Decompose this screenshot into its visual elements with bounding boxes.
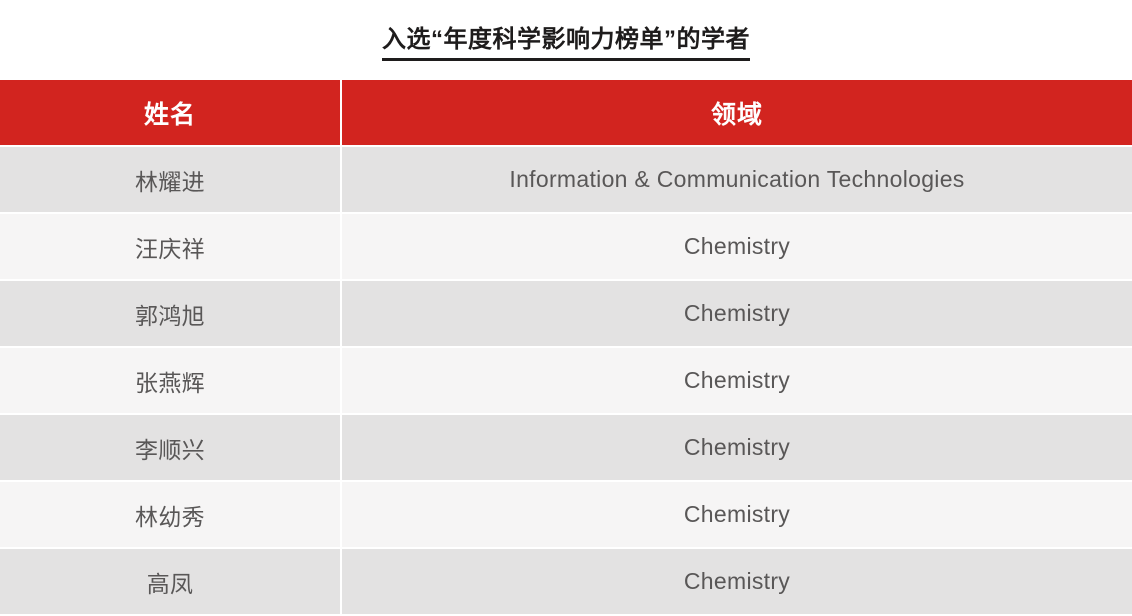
table-row: 高凤 Chemistry bbox=[0, 549, 1132, 614]
table-header-row: 姓名 领域 bbox=[0, 80, 1132, 145]
table-body: 林耀进 Information & Communication Technolo… bbox=[0, 147, 1132, 614]
name-cell: 高凤 bbox=[0, 549, 340, 614]
table-row: 郭鸿旭 Chemistry bbox=[0, 281, 1132, 346]
field-cell: Chemistry bbox=[342, 281, 1132, 346]
name-cell: 郭鸿旭 bbox=[0, 281, 340, 346]
name-cell: 张燕辉 bbox=[0, 348, 340, 413]
name-cell: 李顺兴 bbox=[0, 415, 340, 480]
field-cell: Chemistry bbox=[342, 348, 1132, 413]
table-row: 张燕辉 Chemistry bbox=[0, 348, 1132, 413]
scholars-table: 姓名 领域 林耀进 Information & Communication Te… bbox=[0, 80, 1132, 614]
field-cell: Chemistry bbox=[342, 482, 1132, 547]
table-row: 林幼秀 Chemistry bbox=[0, 482, 1132, 547]
field-cell: Information & Communication Technologies bbox=[342, 147, 1132, 212]
name-cell: 汪庆祥 bbox=[0, 214, 340, 279]
field-cell: Chemistry bbox=[342, 214, 1132, 279]
field-cell: Chemistry bbox=[342, 415, 1132, 480]
table-row: 汪庆祥 Chemistry bbox=[0, 214, 1132, 279]
page-title: 入选“年度科学影响力榜单”的学者 bbox=[382, 26, 750, 61]
page-header: 入选“年度科学影响力榜单”的学者 bbox=[0, 0, 1132, 66]
column-header-field: 领域 bbox=[342, 80, 1132, 145]
column-header-name: 姓名 bbox=[0, 80, 340, 145]
name-cell: 林耀进 bbox=[0, 147, 340, 212]
table-row: 林耀进 Information & Communication Technolo… bbox=[0, 147, 1132, 212]
field-cell: Chemistry bbox=[342, 549, 1132, 614]
name-cell: 林幼秀 bbox=[0, 482, 340, 547]
table-row: 李顺兴 Chemistry bbox=[0, 415, 1132, 480]
